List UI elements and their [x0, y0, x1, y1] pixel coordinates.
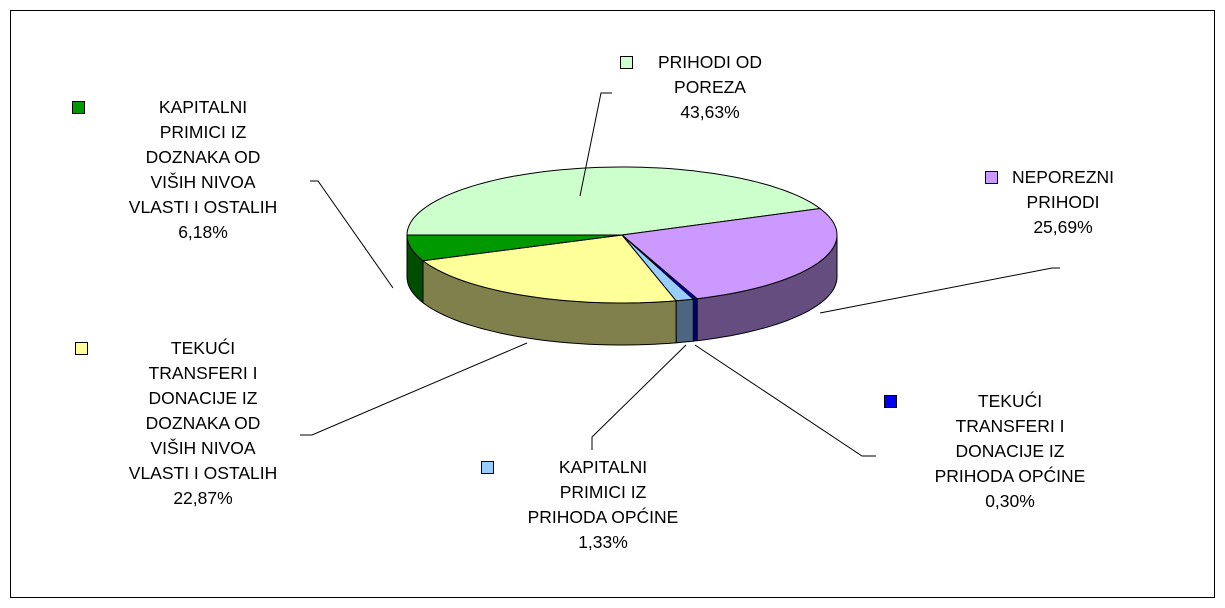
legend-key	[985, 171, 998, 184]
leader-line	[819, 267, 1060, 314]
data-label: KAPITALNI PRIMICI IZ DOZNAKA OD VIŠIH NI…	[125, 95, 281, 245]
leader-line	[579, 92, 612, 197]
legend-key	[481, 461, 494, 474]
value-label: 22,87%	[173, 488, 233, 508]
value-label: 6,18%	[178, 222, 228, 242]
data-label: NEPOREZNI PRIHODI 25,69%	[985, 165, 1141, 240]
category-label: NEPOREZNI PRIHODI	[1011, 167, 1115, 212]
data-label: TEKUĆI TRANSFERI I DONACIJE IZ DOZNAKA O…	[125, 336, 281, 511]
leader-line	[591, 344, 687, 450]
leader-line	[310, 180, 394, 289]
legend-key	[620, 56, 633, 69]
category-label: KAPITALNI PRIMICI IZ DOZNAKA OD VIŠIH NI…	[128, 97, 278, 217]
pie-slice-side	[692, 298, 698, 342]
category-label: TEKUĆI TRANSFERI I DONACIJE IZ DOZNAKA O…	[128, 338, 278, 483]
legend-key	[75, 342, 88, 355]
data-label: PRIHODI OD POREZA 43,63%	[632, 50, 788, 125]
value-label: 0,30%	[985, 491, 1035, 511]
pie-slice	[406, 234, 623, 262]
pie-slice	[406, 166, 822, 236]
leader-line	[694, 344, 876, 457]
leader-line	[300, 342, 528, 436]
category-label: KAPITALNI PRIMICI IZ PRIHODA OPĆINE	[527, 457, 679, 527]
category-label: TEKUĆI TRANSFERI I DONACIJE IZ PRIHODA O…	[934, 391, 1086, 486]
legend-key	[72, 101, 85, 114]
data-label: KAPITALNI PRIMICI IZ PRIHODA OPĆINE 1,33%	[525, 455, 681, 555]
value-label: 43,63%	[680, 102, 740, 122]
pie-slice-side	[675, 298, 694, 344]
pie-slice	[620, 207, 838, 300]
data-label: TEKUĆI TRANSFERI I DONACIJE IZ PRIHODA O…	[932, 389, 1088, 514]
category-label: PRIHODI OD POREZA	[657, 52, 763, 97]
value-label: 1,33%	[578, 532, 628, 552]
pie-slice	[421, 234, 678, 304]
value-label: 25,69%	[1033, 217, 1093, 237]
legend-key	[884, 395, 897, 408]
